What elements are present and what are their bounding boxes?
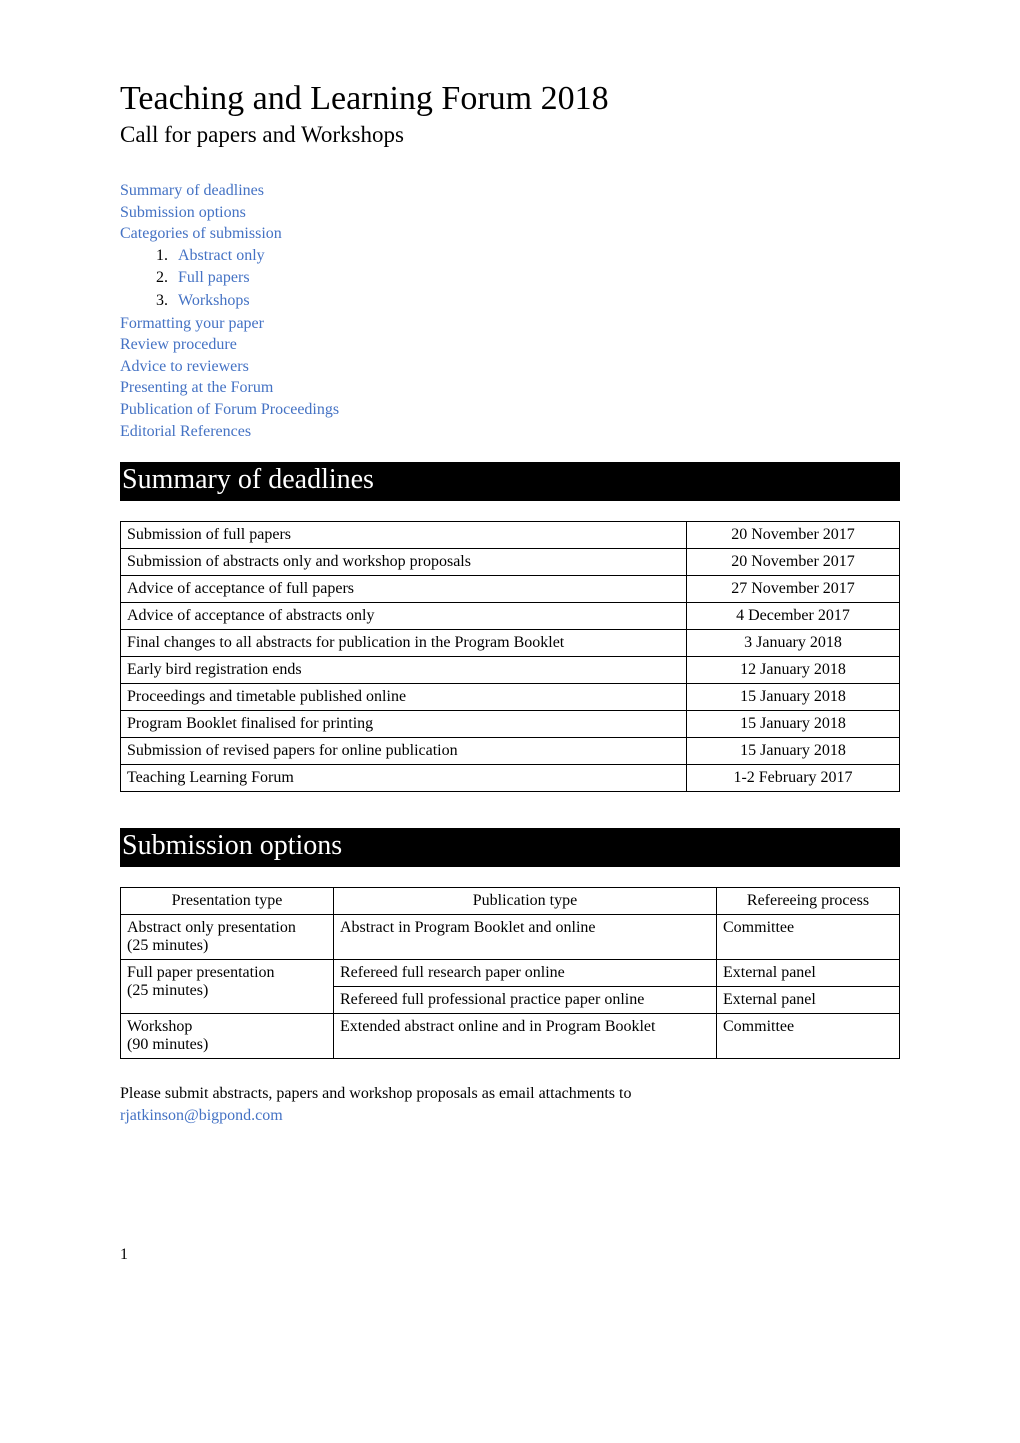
presentation-type: Workshop (90 minutes) — [121, 1014, 334, 1059]
publication-type: Abstract in Program Booklet and online — [334, 915, 717, 960]
page-subtitle: Call for papers and Workshops — [120, 122, 900, 148]
table-row: Early bird registration ends 12 January … — [121, 657, 900, 684]
deadline-date: 20 November 2017 — [687, 549, 900, 576]
table-of-contents: Summary of deadlines Submission options … — [120, 180, 900, 442]
deadline-date: 3 January 2018 — [687, 630, 900, 657]
deadline-item: Program Booklet finalised for printing — [121, 711, 687, 738]
toc-link-advice[interactable]: Advice to reviewers — [120, 356, 900, 378]
table-row: Submission of abstracts only and worksho… — [121, 549, 900, 576]
toc-link-summary[interactable]: Summary of deadlines — [120, 180, 900, 202]
col-header-referee: Refereeing process — [717, 888, 900, 915]
toc-item-full: Full papers — [172, 267, 900, 290]
toc-link-abstract-only[interactable]: Abstract only — [172, 247, 265, 264]
deadline-item: Advice of acceptance of abstracts only — [121, 603, 687, 630]
presentation-type-line2: (90 minutes) — [127, 1036, 208, 1053]
toc-link-publication[interactable]: Publication of Forum Proceedings — [120, 399, 900, 421]
toc-item-workshops: Workshops — [172, 290, 900, 313]
options-table: Presentation type Publication type Refer… — [120, 887, 900, 1059]
table-row: Abstract only presentation (25 minutes) … — [121, 915, 900, 960]
presentation-type: Abstract only presentation (25 minutes) — [121, 915, 334, 960]
referee-process: External panel — [717, 960, 900, 987]
toc-item-abstract: Abstract only — [172, 245, 900, 268]
presentation-type-line1: Workshop — [127, 1018, 192, 1035]
table-row: Workshop (90 minutes) Extended abstract … — [121, 1014, 900, 1059]
page-number: 1 — [120, 1246, 900, 1264]
deadline-item: Teaching Learning Forum — [121, 765, 687, 792]
toc-link-formatting[interactable]: Formatting your paper — [120, 313, 900, 335]
toc-link-editorial[interactable]: Editorial References — [120, 421, 900, 443]
deadline-item: Proceedings and timetable published onli… — [121, 684, 687, 711]
publication-type: Refereed full professional practice pape… — [334, 987, 717, 1014]
referee-process: External panel — [717, 987, 900, 1014]
presentation-type-line1: Full paper presentation — [127, 964, 275, 981]
referee-process: Committee — [717, 915, 900, 960]
table-row: Advice of acceptance of full papers 27 N… — [121, 576, 900, 603]
section-heading-deadlines: Summary of deadlines — [120, 462, 900, 501]
deadline-item: Final changes to all abstracts for publi… — [121, 630, 687, 657]
table-row: Final changes to all abstracts for publi… — [121, 630, 900, 657]
publication-type: Extended abstract online and in Program … — [334, 1014, 717, 1059]
col-header-presentation: Presentation type — [121, 888, 334, 915]
toc-link-options[interactable]: Submission options — [120, 202, 900, 224]
table-header-row: Presentation type Publication type Refer… — [121, 888, 900, 915]
submission-email-link[interactable]: rjatkinson@bigpond.com — [120, 1107, 283, 1124]
table-row: Proceedings and timetable published onli… — [121, 684, 900, 711]
page-title: Teaching and Learning Forum 2018 — [120, 80, 900, 118]
deadline-date: 15 January 2018 — [687, 684, 900, 711]
deadline-date: 27 November 2017 — [687, 576, 900, 603]
toc-link-categories[interactable]: Categories of submission — [120, 223, 900, 245]
deadlines-table: Submission of full papers 20 November 20… — [120, 521, 900, 792]
submission-text: Please submit abstracts, papers and work… — [120, 1085, 631, 1102]
section-heading-options: Submission options — [120, 828, 900, 867]
presentation-type-line2: (25 minutes) — [127, 937, 208, 954]
toc-link-workshops[interactable]: Workshops — [172, 292, 250, 309]
col-header-publication: Publication type — [334, 888, 717, 915]
deadline-date: 15 January 2018 — [687, 711, 900, 738]
table-row: Advice of acceptance of abstracts only 4… — [121, 603, 900, 630]
deadline-date: 20 November 2017 — [687, 522, 900, 549]
presentation-type: Full paper presentation (25 minutes) — [121, 960, 334, 1014]
deadline-item: Advice of acceptance of full papers — [121, 576, 687, 603]
deadline-date: 4 December 2017 — [687, 603, 900, 630]
deadline-date: 15 January 2018 — [687, 738, 900, 765]
table-row: Full paper presentation (25 minutes) Ref… — [121, 960, 900, 987]
toc-link-full-papers[interactable]: Full papers — [172, 269, 250, 286]
table-row: Program Booklet finalised for printing 1… — [121, 711, 900, 738]
toc-categories-list: Abstract only Full papers Workshops — [172, 245, 900, 313]
deadline-date: 1-2 February 2017 — [687, 765, 900, 792]
deadline-item: Early bird registration ends — [121, 657, 687, 684]
table-row: Submission of revised papers for online … — [121, 738, 900, 765]
publication-type: Refereed full research paper online — [334, 960, 717, 987]
deadline-item: Submission of full papers — [121, 522, 687, 549]
toc-link-review[interactable]: Review procedure — [120, 334, 900, 356]
presentation-type-line2: (25 minutes) — [127, 982, 208, 999]
referee-process: Committee — [717, 1014, 900, 1059]
deadline-item: Submission of abstracts only and worksho… — [121, 549, 687, 576]
submission-instructions: Please submit abstracts, papers and work… — [120, 1083, 900, 1126]
toc-link-presenting[interactable]: Presenting at the Forum — [120, 377, 900, 399]
deadline-item: Submission of revised papers for online … — [121, 738, 687, 765]
presentation-type-line1: Abstract only presentation — [127, 919, 296, 936]
deadline-date: 12 January 2018 — [687, 657, 900, 684]
table-row: Teaching Learning Forum 1-2 February 201… — [121, 765, 900, 792]
table-row: Submission of full papers 20 November 20… — [121, 522, 900, 549]
